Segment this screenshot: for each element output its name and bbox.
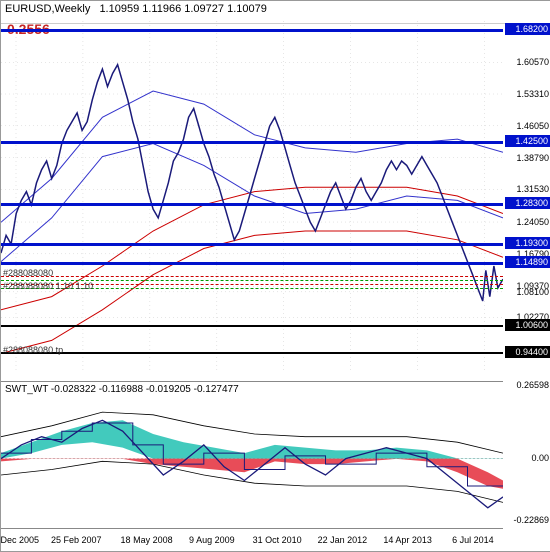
sub-title: SWT_WT -0.028322 -0.116988 -0.019205 -0.… <box>5 384 239 395</box>
sub-chart-svg <box>1 382 503 527</box>
x-tick-label: 31 Oct 2010 <box>253 535 302 545</box>
y-level-label: 0.94400 <box>505 346 550 358</box>
y-level-label: 1.42500 <box>505 135 550 147</box>
chart-ohlc: 1.10959 1.11966 1.09727 1.10079 <box>99 3 266 15</box>
main-price-panel[interactable]: #288088080 #288088080 1.10 1.10 #288088080… <box>1 21 503 371</box>
chart-title: EURUSD,Weekly <box>5 3 90 15</box>
level-line <box>1 29 503 32</box>
sub-oscillator-panel[interactable]: SWT_WT -0.028322 -0.116988 -0.019205 -0.… <box>1 381 503 527</box>
y-level-label: 1.14890 <box>505 256 550 268</box>
zone-line <box>1 276 503 277</box>
y-tick-label-sub: 0.26598 <box>516 380 549 390</box>
y-tick-label: 1.53310 <box>516 89 549 99</box>
main-chart-svg <box>1 21 503 371</box>
level-line <box>1 243 503 246</box>
x-axis: 4 Dec 2005 25 Feb 2007 18 May 2008 9 Aug 20… <box>1 528 503 549</box>
y-tick-label: 1.31530 <box>516 184 549 194</box>
y-tick-label-sub: 0.00 <box>531 453 549 463</box>
y-level-label: 1.19300 <box>505 237 550 249</box>
annotation-text: #288088080 tp <box>3 345 63 355</box>
annotation-text: #288088080 1.10 1.10 <box>3 281 93 291</box>
x-tick-label: 22 Jan 2012 <box>318 535 368 545</box>
y-level-label: 1.68200 <box>505 23 550 35</box>
y-tick-label: 1.08100 <box>516 287 549 297</box>
x-tick-label: 18 May 2008 <box>121 535 173 545</box>
x-tick-label: 25 Feb 2007 <box>51 535 102 545</box>
y-level-label: 1.00600 <box>505 319 550 331</box>
level-line <box>1 325 503 327</box>
x-tick-label: 4 Dec 2005 <box>0 535 39 545</box>
y-tick-label: 1.46050 <box>516 121 549 131</box>
annotation-text: #288088080 <box>3 268 53 278</box>
level-line <box>1 262 503 265</box>
level-line <box>1 352 503 354</box>
x-tick-label: 14 Apr 2013 <box>383 535 432 545</box>
x-tick-label: 6 Jul 2014 <box>452 535 494 545</box>
y-axis-sub: 0.26598 0.00 -0.22869 <box>503 381 550 526</box>
y-tick-label: 1.60570 <box>516 57 549 67</box>
x-tick-label: 9 Aug 2009 <box>189 535 235 545</box>
y-level-label: 1.28300 <box>505 197 550 209</box>
level-line <box>1 203 503 206</box>
y-tick-label-sub: -0.22869 <box>513 515 549 525</box>
y-axis-main: 1.60570 1.53310 1.46050 1.38790 1.31530 1.240… <box>503 21 550 371</box>
level-line <box>1 141 503 144</box>
y-tick-label: 1.38790 <box>516 153 549 163</box>
chart-container: EURUSD,Weekly 1.10959 1.11966 1.09727 1.… <box>0 0 550 552</box>
y-tick-label: 1.24050 <box>516 217 549 227</box>
